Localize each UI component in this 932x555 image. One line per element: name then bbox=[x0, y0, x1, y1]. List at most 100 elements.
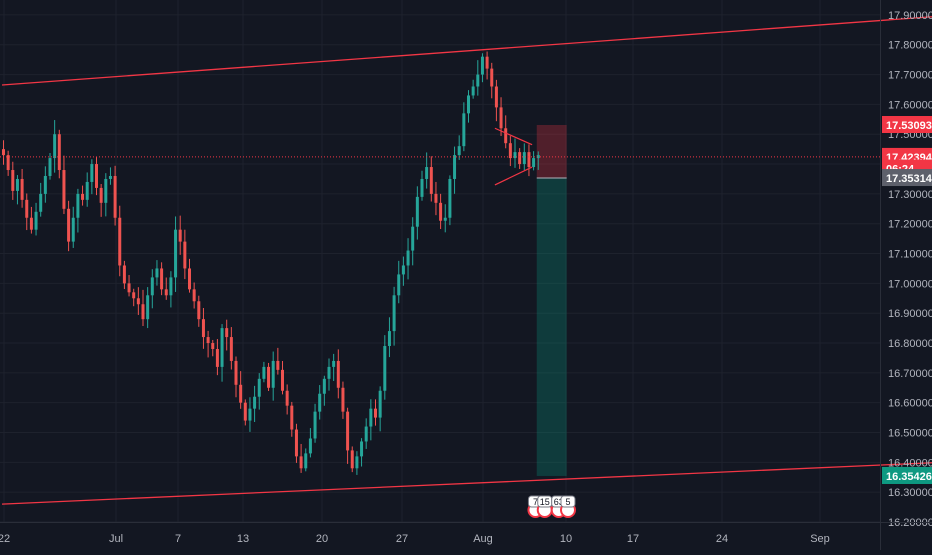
candle-body bbox=[169, 277, 172, 295]
candle-body bbox=[425, 167, 428, 179]
candle-body bbox=[360, 441, 363, 456]
event-count-label: 5 bbox=[565, 497, 570, 507]
candle-body bbox=[244, 403, 247, 421]
candle-body bbox=[309, 438, 312, 453]
candle-body bbox=[532, 158, 535, 167]
candle-body bbox=[221, 328, 224, 367]
time-tick-label: Jul bbox=[109, 533, 123, 545]
candle-body bbox=[341, 388, 344, 412]
candle-body bbox=[472, 87, 475, 96]
candle-body bbox=[2, 149, 5, 155]
candle-body bbox=[328, 367, 331, 379]
candle-body bbox=[151, 277, 154, 295]
candle-body bbox=[235, 361, 238, 385]
candle-body bbox=[25, 200, 28, 218]
price-tick-label: 17.60000 bbox=[888, 99, 932, 111]
candle-body bbox=[62, 170, 65, 209]
candle-body bbox=[142, 304, 145, 319]
candle-body bbox=[290, 406, 293, 430]
event-count-label: 7 bbox=[533, 497, 538, 507]
candle-body bbox=[476, 75, 479, 87]
time-tick-label: Sep bbox=[810, 533, 830, 545]
price-tick-label: 17.10000 bbox=[888, 249, 932, 261]
drawings bbox=[0, 14, 932, 504]
candle-body bbox=[379, 391, 382, 418]
candle-body bbox=[490, 69, 493, 87]
candle-body bbox=[314, 412, 317, 439]
candle-body bbox=[58, 134, 61, 170]
candle-body bbox=[504, 128, 507, 143]
candle-body bbox=[165, 289, 168, 295]
candle-body bbox=[174, 230, 177, 278]
stop-loss-zone bbox=[537, 125, 567, 178]
candle-body bbox=[109, 176, 112, 179]
candle-body bbox=[76, 194, 79, 218]
candle-body bbox=[388, 331, 391, 346]
candle-body bbox=[207, 337, 210, 343]
candle-body bbox=[374, 409, 377, 418]
candle-body bbox=[100, 188, 103, 203]
candle-body bbox=[462, 113, 465, 146]
candle-body bbox=[295, 430, 298, 457]
price-tick-label: 16.30000 bbox=[888, 487, 932, 499]
time-tick-label: 7 bbox=[175, 533, 181, 545]
candle-body bbox=[67, 209, 70, 242]
candle-body bbox=[104, 179, 107, 203]
candle-body bbox=[453, 155, 456, 179]
candle-body bbox=[86, 182, 89, 200]
candle-body bbox=[248, 409, 251, 421]
price-tag-label: 17.53093 bbox=[886, 120, 932, 132]
candle-body bbox=[281, 370, 284, 391]
candle-body bbox=[188, 268, 191, 289]
price-tick-label: 16.80000 bbox=[888, 338, 932, 350]
candle-body bbox=[467, 95, 470, 113]
price-tick-label: 17.70000 bbox=[888, 70, 932, 82]
time-tick-label: 10 bbox=[560, 533, 572, 545]
price-tick-label: 16.70000 bbox=[888, 368, 932, 380]
price-tick-label: 17.80000 bbox=[888, 40, 932, 52]
price-tag-label: 17.35314 bbox=[886, 173, 932, 185]
candle-body bbox=[421, 179, 424, 197]
candle-body bbox=[383, 346, 386, 391]
candle-body bbox=[369, 409, 372, 427]
candle-body bbox=[439, 203, 442, 221]
candle-body bbox=[253, 397, 256, 409]
candle-body bbox=[72, 218, 75, 242]
time-tick-label: Aug bbox=[473, 533, 493, 545]
candle-body bbox=[49, 158, 52, 176]
time-tick-label: 17 bbox=[627, 533, 639, 545]
candle-body bbox=[495, 87, 498, 108]
candle-body bbox=[323, 379, 326, 394]
channel-lower-line bbox=[2, 461, 932, 504]
candle-body bbox=[225, 328, 228, 337]
candle-body bbox=[332, 361, 335, 367]
candle-body bbox=[276, 361, 279, 370]
candle-body bbox=[402, 265, 405, 274]
candle-body bbox=[518, 152, 521, 164]
candle-body bbox=[44, 176, 47, 194]
candle-body bbox=[16, 179, 19, 191]
candle-body bbox=[160, 268, 163, 289]
price-tick-label: 16.90000 bbox=[888, 308, 932, 320]
candle-body bbox=[267, 367, 270, 388]
candle-body bbox=[39, 194, 42, 212]
candle-body bbox=[258, 379, 261, 397]
candle-body bbox=[81, 194, 84, 200]
candle-body bbox=[128, 283, 131, 292]
candle-body bbox=[434, 194, 437, 203]
candle-body bbox=[230, 337, 233, 361]
candle-body bbox=[90, 164, 93, 182]
candle-body bbox=[211, 343, 214, 349]
triangle-upper-line bbox=[495, 128, 532, 144]
candle-body bbox=[393, 295, 396, 331]
candle-body bbox=[216, 349, 219, 367]
time-tick-label: 22 bbox=[0, 533, 10, 545]
candle-body bbox=[272, 361, 275, 388]
candle-body bbox=[262, 367, 265, 379]
candle-body bbox=[202, 319, 205, 337]
candle-body bbox=[11, 170, 14, 191]
